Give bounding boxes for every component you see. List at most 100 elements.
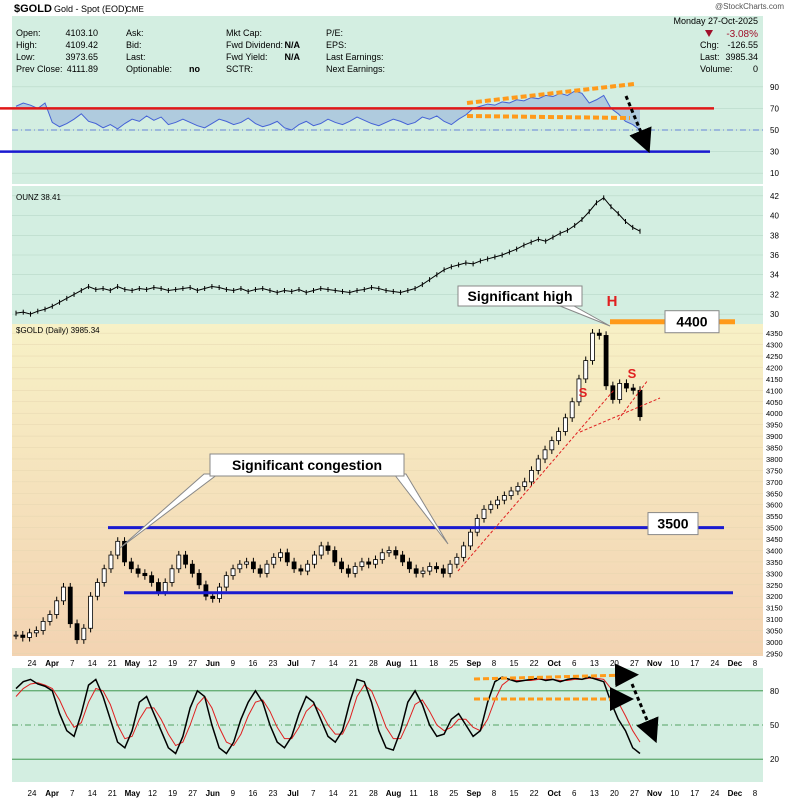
date-label: 19 [168, 789, 177, 798]
date-label: 25 [449, 659, 458, 668]
header-date: Monday 27-Oct-2025 [673, 16, 758, 26]
candle-body [67, 586, 73, 625]
candle-body [94, 582, 100, 597]
symbol-name: Gold - Spot (EOD) [54, 4, 128, 14]
date-label: 15 [510, 659, 519, 668]
date-label: Oct [547, 659, 561, 668]
date-label: 17 [690, 659, 699, 668]
price-tick-label: 3050 [766, 627, 783, 636]
candle-body [522, 481, 528, 487]
date-label: 16 [248, 659, 257, 668]
candle-body [108, 554, 114, 570]
price-tick-label: 4050 [766, 398, 783, 407]
date-label: 6 [572, 659, 577, 668]
candle-body [515, 486, 521, 492]
ratio-tick-label: 38 [770, 231, 779, 240]
price-tick-label: 3150 [766, 604, 783, 613]
volume-label: Volume: [700, 64, 733, 74]
date-label: 24 [710, 659, 719, 668]
candle-body [393, 550, 399, 556]
candle-body [115, 540, 121, 556]
neckline [579, 397, 661, 433]
ratio-tick-label: 30 [770, 310, 779, 319]
candle-body [40, 620, 46, 631]
date-label: 19 [168, 659, 177, 668]
candle-body [135, 568, 141, 574]
price-tick-label: 3250 [766, 581, 783, 590]
date-label: 22 [530, 789, 539, 798]
optionable-value: no [189, 64, 200, 74]
date-label: 16 [248, 789, 257, 798]
date-label: 14 [329, 789, 338, 798]
candle-body [196, 572, 202, 586]
candle-body [203, 584, 209, 597]
candle-body [352, 566, 358, 574]
pe-label: P/E: [326, 28, 343, 38]
rsi-tick-label: 70 [770, 104, 779, 113]
ratio-tick-label: 34 [770, 271, 779, 280]
date-label: 8 [492, 659, 497, 668]
rsi-tick-label: 90 [770, 83, 779, 92]
candle-body [474, 518, 480, 533]
price-tick-label: 3000 [766, 638, 783, 647]
date-label: 15 [510, 789, 519, 798]
stoch-arrow-top [473, 663, 639, 688]
stoch-d-line [15, 677, 641, 747]
candle-body [13, 634, 19, 637]
date-label: 27 [188, 789, 197, 798]
date-label: Apr [45, 659, 59, 668]
candle-body [237, 563, 243, 570]
price-tick-label: 4300 [766, 341, 783, 350]
level-3500-box [647, 512, 699, 536]
date-label: 11 [409, 789, 418, 798]
down-triangle-icon [705, 30, 713, 37]
mkt-cap-label: Mkt Cap: [226, 28, 262, 38]
stoch-tick-label: 20 [770, 755, 779, 764]
price-tick-label: 4000 [766, 409, 783, 418]
date-label: 13 [590, 789, 599, 798]
candle-body [576, 378, 582, 403]
candle-body [189, 563, 195, 574]
candle-body [61, 586, 66, 602]
date-label: 27 [630, 659, 639, 668]
date-label: Nov [647, 789, 663, 798]
date-label: 22 [530, 659, 539, 668]
date-label: 21 [108, 789, 117, 798]
candle-body [250, 561, 256, 570]
date-label: 21 [349, 659, 358, 668]
candle-body [583, 360, 589, 380]
candle-body [325, 545, 331, 551]
price-tick-label: 3550 [766, 512, 783, 521]
date-label: 7 [70, 789, 75, 798]
date-label: Dec [728, 789, 743, 798]
candle-body [210, 595, 216, 599]
fwd-dividend-value: N/A [285, 40, 301, 50]
candle-body [373, 559, 378, 565]
high-label: High: [16, 40, 37, 50]
candle-body [617, 383, 623, 400]
candle-body [264, 563, 270, 574]
candle-body [81, 627, 87, 641]
date-label: Dec [728, 659, 743, 668]
candle-body [468, 531, 473, 547]
candle-body [27, 632, 32, 638]
date-label: May [125, 659, 141, 668]
candle-body [529, 470, 534, 483]
date-label: 18 [429, 789, 438, 798]
date-label: 28 [369, 659, 378, 668]
candle-body [74, 623, 80, 641]
candle-body [590, 332, 595, 362]
date-label: Jun [206, 789, 220, 798]
date-label: 9 [231, 659, 236, 668]
low-value: 3973.65 [65, 52, 98, 62]
candle-body [624, 383, 629, 389]
candle-body [101, 568, 107, 583]
candle-body [54, 600, 60, 615]
candle-body [569, 401, 575, 419]
candle-body [128, 561, 134, 570]
candle-body [488, 504, 494, 510]
candle-body [33, 630, 39, 634]
candle-body [305, 563, 311, 572]
date-label: 6 [572, 789, 577, 798]
